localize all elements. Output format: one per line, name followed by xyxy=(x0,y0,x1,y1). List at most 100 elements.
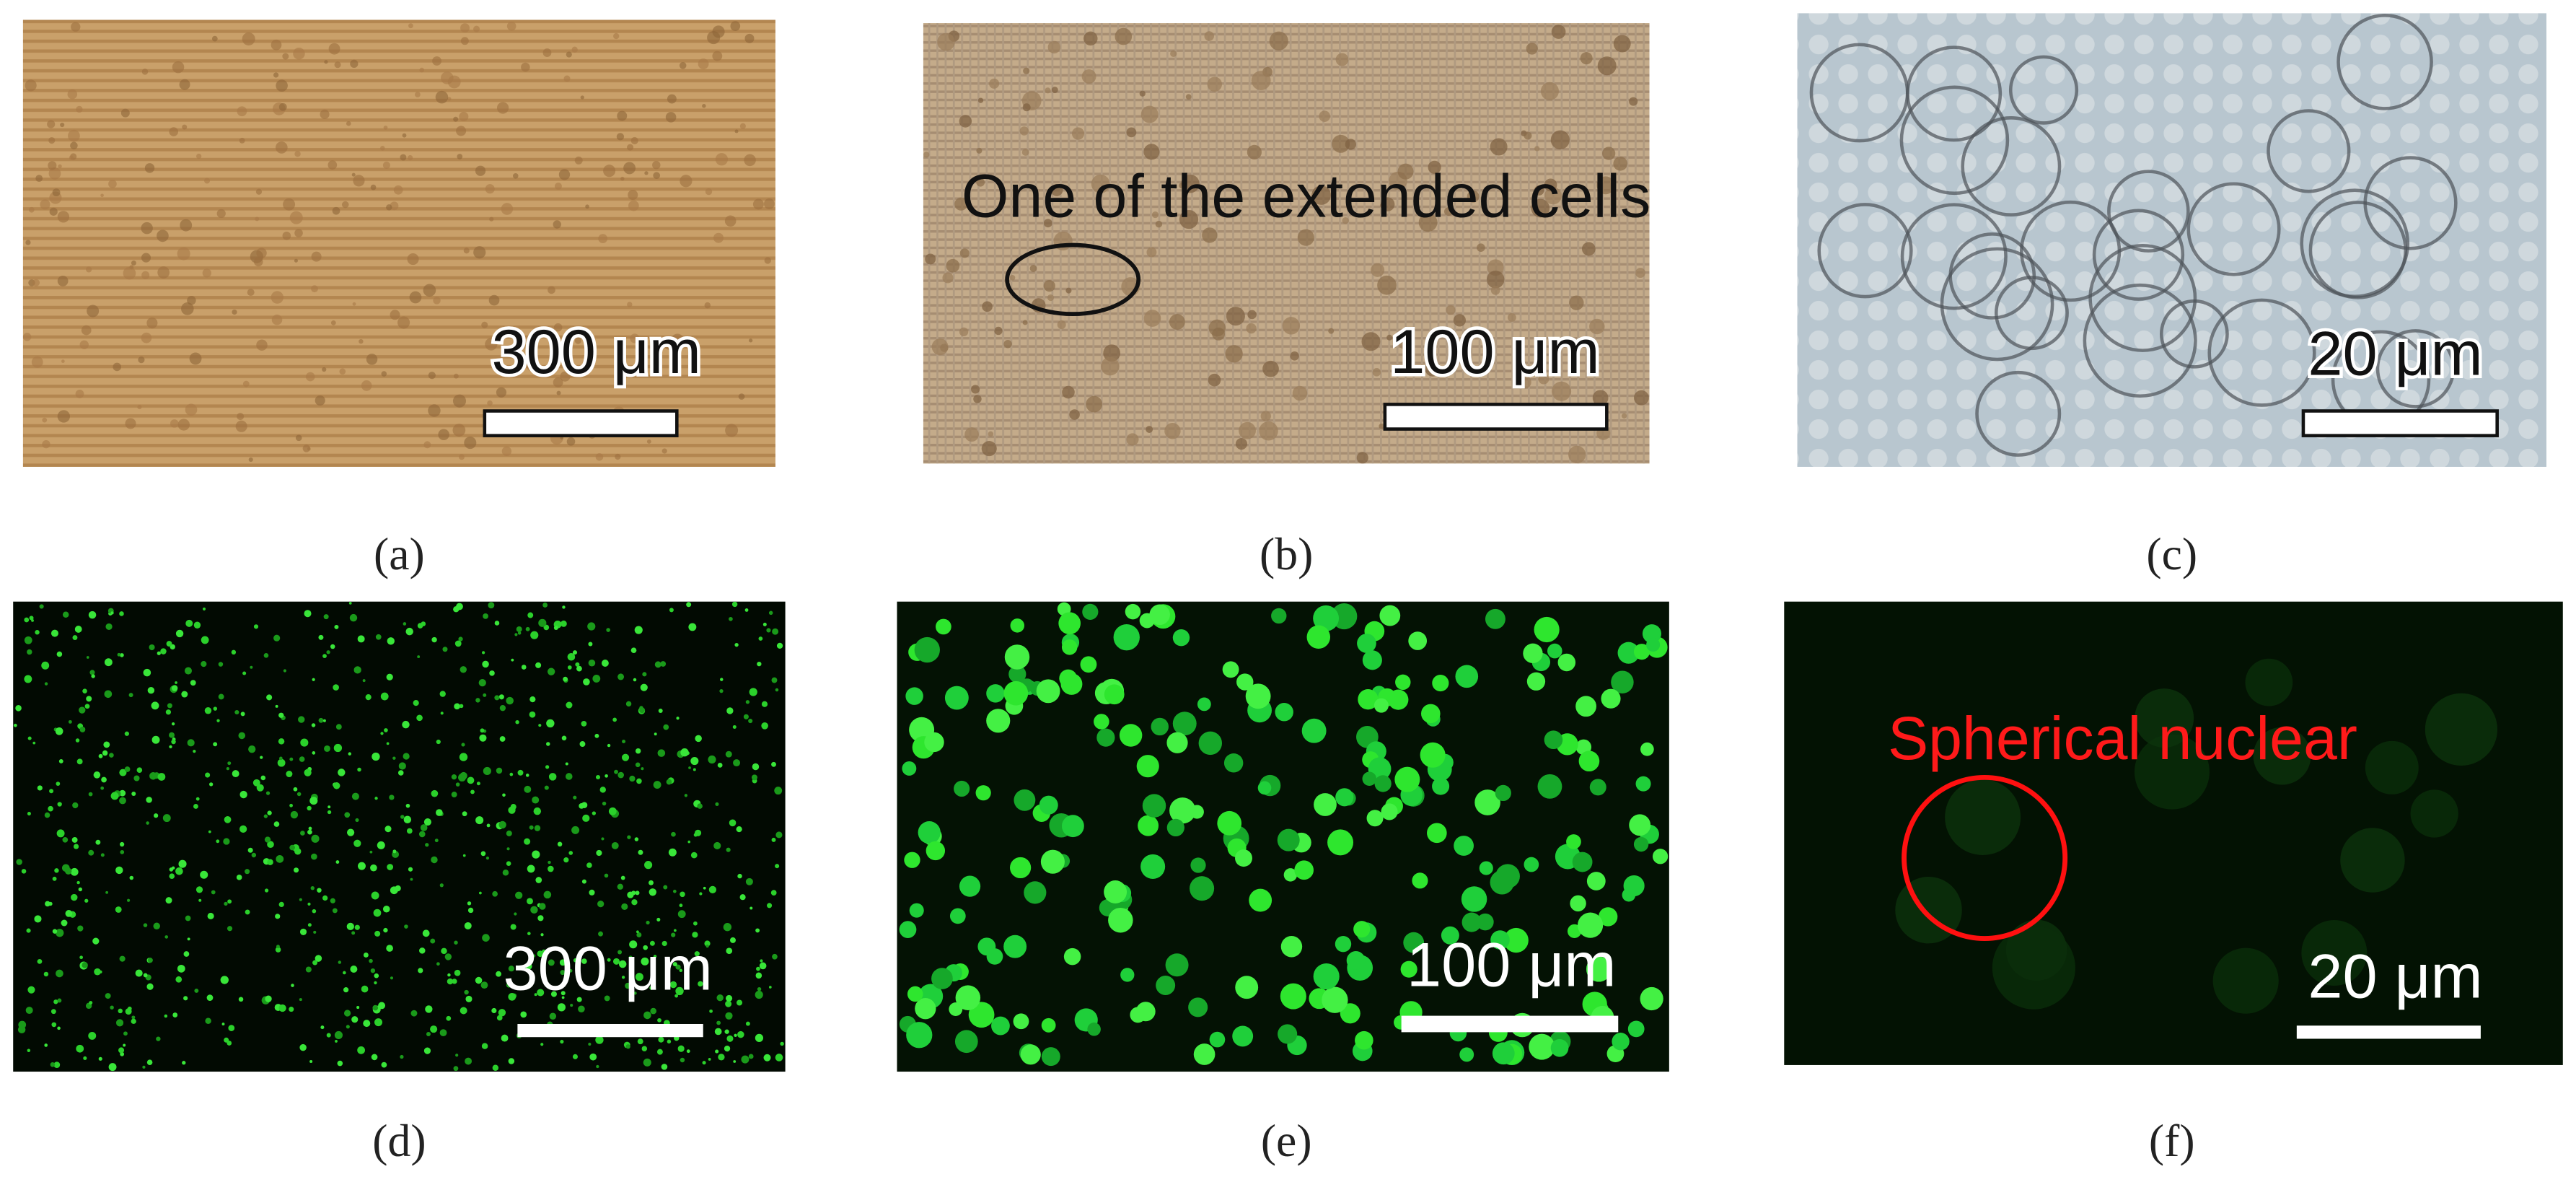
cell xyxy=(227,761,232,766)
cell xyxy=(318,634,324,640)
cell xyxy=(1226,307,1245,326)
cell xyxy=(255,216,260,222)
cell xyxy=(81,325,92,336)
cell xyxy=(641,767,644,771)
cell xyxy=(729,937,737,943)
cell xyxy=(752,198,764,210)
cell xyxy=(2245,658,2293,706)
cell xyxy=(390,310,400,320)
cell xyxy=(724,1045,731,1052)
cell xyxy=(1642,624,1661,644)
cell xyxy=(716,1020,721,1025)
cell xyxy=(1629,97,1638,106)
cell xyxy=(48,167,61,180)
cell xyxy=(1327,829,1354,856)
cell xyxy=(774,787,783,795)
cell xyxy=(43,971,49,977)
cell xyxy=(488,602,495,609)
cell xyxy=(348,752,352,756)
cell xyxy=(755,972,762,979)
cell xyxy=(1138,815,1159,836)
cell xyxy=(442,647,448,652)
cell xyxy=(737,1030,744,1038)
cell xyxy=(37,785,43,791)
cell xyxy=(625,701,632,707)
cell xyxy=(544,785,549,790)
cell xyxy=(529,696,536,703)
cell xyxy=(1280,936,1303,958)
cell xyxy=(227,899,232,904)
cell xyxy=(16,859,22,865)
cell xyxy=(733,1060,737,1063)
cell xyxy=(725,750,732,758)
cell xyxy=(579,741,586,747)
cell xyxy=(2365,740,2419,795)
cell xyxy=(936,618,951,635)
cell xyxy=(1259,421,1278,441)
cell xyxy=(588,642,593,647)
cell xyxy=(70,141,78,150)
cell xyxy=(455,1054,459,1057)
cell xyxy=(649,940,655,946)
cell xyxy=(1120,968,1135,982)
cell xyxy=(644,171,649,175)
cell xyxy=(506,21,516,31)
cell xyxy=(395,885,401,892)
cell xyxy=(680,891,685,898)
cell xyxy=(1975,370,2062,457)
cell xyxy=(61,359,65,363)
cell xyxy=(780,1041,784,1046)
cell xyxy=(2425,693,2498,766)
cell xyxy=(48,805,53,812)
cell xyxy=(365,694,372,701)
cell xyxy=(118,1008,123,1014)
cell xyxy=(631,890,636,896)
cell xyxy=(190,680,196,686)
cell xyxy=(566,701,573,709)
cell xyxy=(705,945,709,948)
cell xyxy=(571,826,580,834)
cell xyxy=(1540,82,1559,100)
cell xyxy=(170,419,179,428)
cell xyxy=(162,814,171,823)
cell xyxy=(447,97,452,101)
cell xyxy=(108,179,117,188)
cell xyxy=(1179,209,1199,229)
cell xyxy=(568,968,573,973)
cell xyxy=(146,317,158,329)
cell xyxy=(573,958,578,963)
cell xyxy=(1165,953,1189,977)
cell xyxy=(339,368,346,375)
cell xyxy=(141,69,149,75)
cell xyxy=(419,947,426,954)
cell xyxy=(604,873,609,878)
cell xyxy=(666,779,672,785)
cell xyxy=(629,940,638,949)
cell xyxy=(1232,1025,1254,1047)
cell xyxy=(715,802,719,806)
cell xyxy=(1356,452,1368,464)
cell xyxy=(1051,87,1058,94)
cell xyxy=(616,133,625,141)
cell xyxy=(698,58,709,69)
cell xyxy=(508,806,516,814)
cell xyxy=(410,1010,418,1017)
cell xyxy=(236,875,242,880)
cell xyxy=(387,637,395,645)
cell xyxy=(54,868,59,873)
cell xyxy=(1217,810,1242,836)
cell xyxy=(1319,110,1331,122)
cell xyxy=(165,897,172,904)
cell xyxy=(397,770,404,776)
cell xyxy=(494,621,500,626)
cell xyxy=(1640,742,1654,756)
cell xyxy=(334,61,341,69)
cell xyxy=(654,661,661,668)
cell xyxy=(221,1023,225,1025)
cell xyxy=(653,781,661,789)
cell xyxy=(88,792,93,797)
cell xyxy=(305,372,315,382)
cell xyxy=(407,253,419,266)
cell xyxy=(253,257,263,267)
cell xyxy=(506,847,510,851)
